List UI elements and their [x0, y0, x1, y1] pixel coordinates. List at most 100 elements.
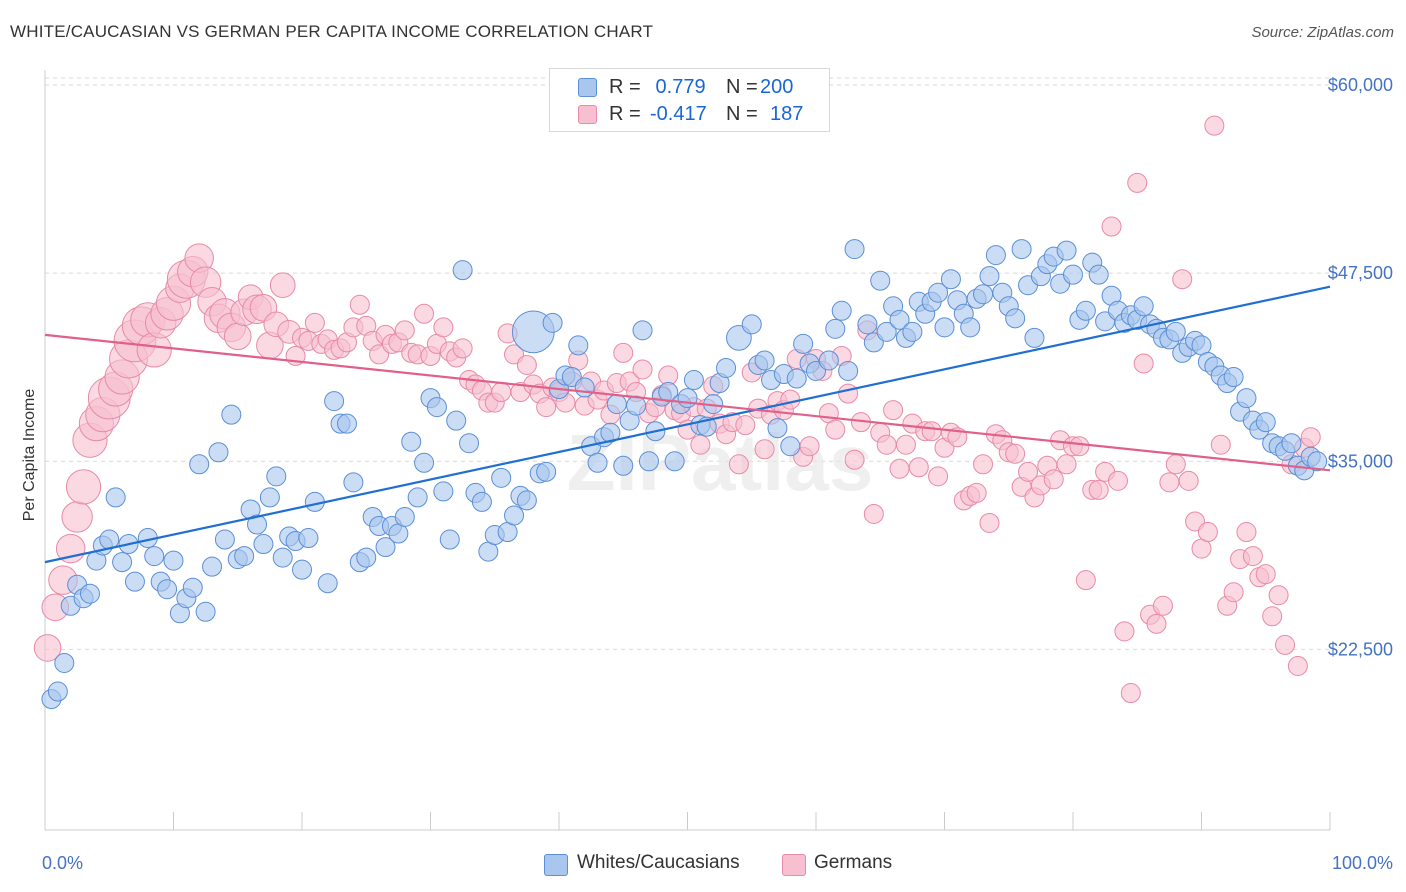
whites-point [272, 547, 293, 568]
stats-legend: R = 0.779 N = 200 R = -0.417 N = 187 [549, 68, 830, 132]
whites-point [195, 601, 216, 622]
whites-point [857, 314, 878, 335]
germans-point [452, 338, 473, 359]
whites-point [1236, 388, 1257, 409]
germans-point [1120, 683, 1141, 704]
whites-point [1223, 367, 1244, 388]
whites-point [542, 312, 563, 333]
whites-point [144, 546, 165, 567]
whites-point [574, 377, 595, 398]
germans-points [33, 115, 1321, 704]
whites-point [504, 505, 525, 526]
germans-point [1069, 436, 1090, 457]
germans-point [61, 501, 93, 533]
legend-n-label: N = [726, 103, 758, 125]
whites-point [818, 350, 839, 371]
germans-point [1159, 472, 1180, 493]
germans-point [1210, 434, 1231, 455]
whites-point [491, 467, 512, 488]
whites-point [1011, 239, 1032, 260]
legend-row-germans: R = -0.417 N = 187 [550, 101, 829, 127]
whites-point [1075, 300, 1096, 321]
whites-point [793, 333, 814, 354]
legend-label-germans: Germans [814, 852, 893, 873]
germans-point [516, 354, 537, 375]
whites-point [47, 681, 68, 702]
whites-point [1088, 264, 1109, 285]
germans-point [1088, 479, 1109, 500]
germans-point [1146, 613, 1167, 634]
whites-point [189, 454, 210, 475]
germans-point [754, 439, 775, 460]
germans-point [1255, 564, 1276, 585]
germans-point [1101, 216, 1122, 237]
whites-point [112, 552, 133, 573]
whites-point [343, 472, 364, 493]
whites-point [471, 491, 492, 512]
germans-point [735, 415, 756, 436]
legend-r-label: R = [609, 103, 641, 125]
whites-point [985, 245, 1006, 266]
whites-point [247, 514, 268, 535]
whites-point [1281, 433, 1302, 454]
germans-point [1223, 582, 1244, 603]
whites-point [741, 314, 762, 335]
whites-point [902, 321, 923, 342]
germans-point [536, 397, 557, 418]
whites-point [79, 583, 100, 604]
y-axis-labels: $22,500 $35,000 $47,500 $60,000 [1328, 75, 1393, 659]
germans-point [1075, 570, 1096, 591]
whites-point [876, 321, 897, 342]
whites-point [336, 413, 357, 434]
germans-point [1178, 470, 1199, 491]
germans-point [1204, 115, 1225, 136]
whites-point [632, 320, 653, 341]
whites-point [317, 573, 338, 594]
legend-swatch-whites [544, 854, 568, 876]
whites-point [664, 451, 685, 472]
germans-point [876, 434, 897, 455]
whites-point [928, 282, 949, 303]
whites-point [253, 534, 274, 555]
whites-point [214, 529, 235, 550]
legend-n-value: 200 [760, 76, 794, 98]
germans-point [1197, 522, 1218, 543]
whites-point [973, 284, 994, 305]
germans-point [1127, 172, 1148, 193]
germans-point [491, 382, 512, 403]
whites-point [163, 550, 184, 571]
whites-point [259, 487, 280, 508]
whites-point [780, 436, 801, 457]
germans-point [1056, 454, 1077, 475]
whites-point [1307, 451, 1328, 472]
germans-point [33, 634, 62, 662]
whites-point [870, 270, 891, 291]
whites-point [716, 357, 737, 378]
whites-point [124, 571, 145, 592]
whites-point [452, 260, 473, 281]
germans-point [1114, 621, 1135, 642]
whites-point [786, 368, 807, 389]
legend-n-value: 187 [770, 103, 804, 125]
germans-point [928, 466, 949, 487]
whites-point [202, 556, 223, 577]
whites-point [516, 490, 537, 511]
legend-n-label: N = [726, 76, 758, 98]
whites-point [568, 335, 589, 356]
legend-label-whites: Whites/Caucasians [577, 852, 740, 873]
whites-point [356, 547, 377, 568]
germans-point [1287, 655, 1308, 676]
source-label: Source: ZipAtlas.com [1251, 24, 1394, 41]
whites-point [754, 350, 775, 371]
whites-point [940, 269, 961, 290]
whites-point [831, 300, 852, 321]
legend-row-whites: R = 0.779 N = 200 [550, 74, 829, 100]
germans-point [1152, 595, 1173, 616]
whites-trend-line [44, 285, 1331, 564]
germans-point [433, 317, 454, 338]
whites-point [844, 239, 865, 260]
germans-point [1268, 585, 1289, 606]
germans-point [863, 503, 884, 524]
whites-point [298, 528, 319, 549]
germans-point [728, 454, 749, 475]
